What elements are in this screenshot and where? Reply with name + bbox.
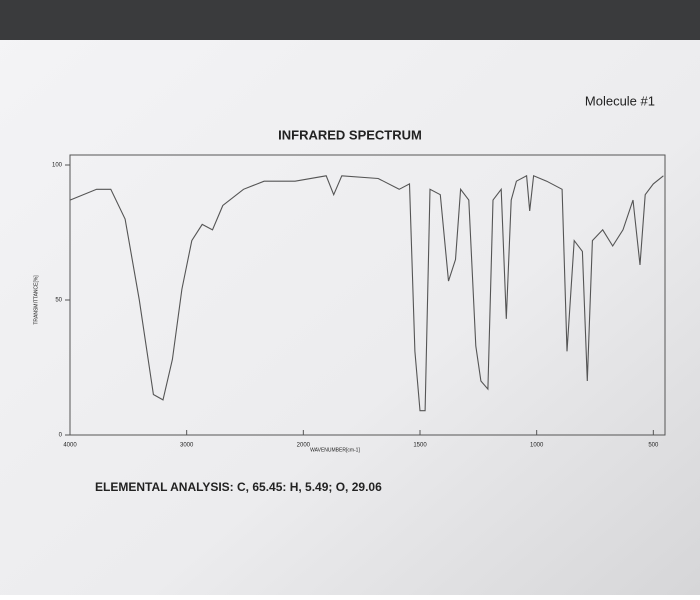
y-axis-label: TRANSMITTANCE[%] <box>33 275 39 325</box>
plot-frame <box>69 154 666 436</box>
y-tick-label: 100 <box>52 163 63 169</box>
footer: ELEMENTAL ANALYSIS: C, 65.45: H, 5.49; O… <box>95 480 382 494</box>
top-bezel <box>0 0 700 40</box>
x-tick-label: 1500 <box>413 443 427 449</box>
spectrum-line <box>69 174 664 412</box>
x-tick-label: 2000 <box>297 443 311 449</box>
chart-title: INFRARED SPECTRUM <box>278 127 422 142</box>
header: Molecule #1 <box>585 93 655 108</box>
x-tick-label: 4000 <box>63 443 77 449</box>
x-axis-label: WAVENUMBER[cm-1] <box>310 447 360 453</box>
x-tick-label: 500 <box>648 443 659 449</box>
y-tick-label: 0 <box>59 433 63 439</box>
x-tick-label: 3000 <box>180 443 194 449</box>
x-tick-label: 1000 <box>530 443 544 449</box>
y-tick-label: 50 <box>55 298 62 304</box>
